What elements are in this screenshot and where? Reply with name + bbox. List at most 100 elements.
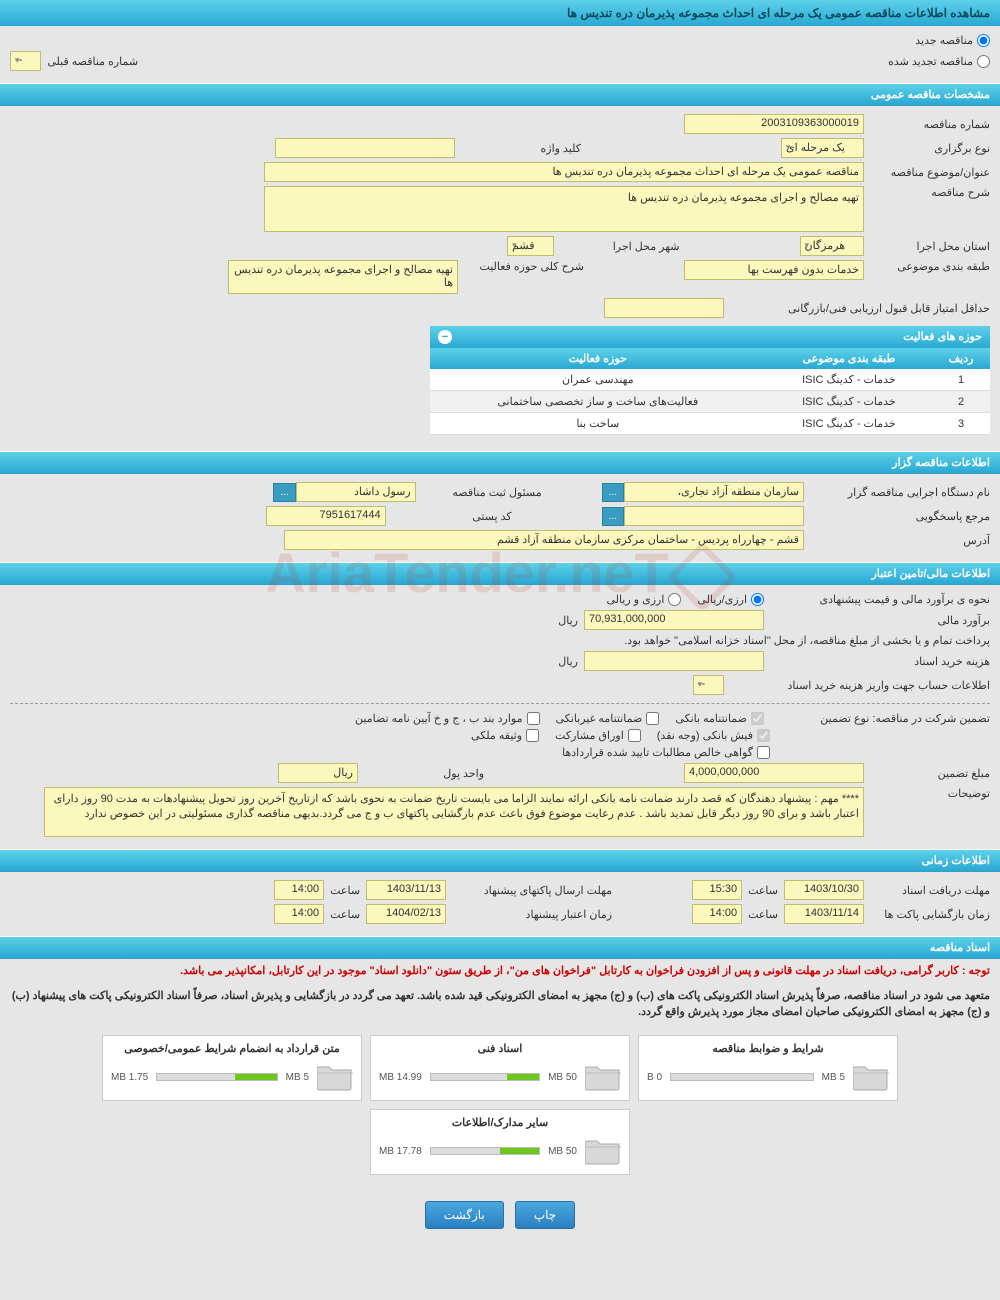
- doc-card[interactable]: اسناد فنی 50 MB 14.99 MB: [370, 1035, 630, 1101]
- doc-cap: 50 MB: [548, 1072, 577, 1083]
- account-label: اطلاعات حساب جهت واریز هزینه خرید اسناد: [730, 679, 990, 692]
- table-cell: فعالیت‌های ساخت و ساز تخصصی ساختمانی: [430, 391, 766, 413]
- address-input[interactable]: قشم - چهارراه پردیس - ساختمان مرکزی سازم…: [284, 530, 804, 550]
- doc-card[interactable]: شرایط و ضوابط مناقصه 5 MB 0 B: [638, 1035, 898, 1101]
- doccost-input[interactable]: [584, 651, 764, 671]
- response-dots-button[interactable]: ...: [602, 507, 624, 526]
- doc-card[interactable]: سایر مدارک/اطلاعات 50 MB 17.78 MB: [370, 1109, 630, 1175]
- doccost-label: هزینه خرید اسناد: [770, 655, 990, 668]
- method-opt1-input[interactable]: [751, 593, 764, 606]
- open-date[interactable]: 1403/11/14: [784, 904, 864, 924]
- method-opt2[interactable]: ارزی و ریالی: [606, 593, 681, 606]
- estimate-input[interactable]: 70,931,000,000: [584, 610, 764, 630]
- hour-3: ساعت: [748, 908, 778, 921]
- province-select[interactable]: هرمزگان: [800, 236, 865, 256]
- receive-time[interactable]: 15:30: [692, 880, 742, 900]
- postal-input[interactable]: 7951617444: [266, 506, 386, 526]
- response-input[interactable]: [624, 506, 804, 526]
- radio-new-tender[interactable]: مناقصه جدید: [915, 34, 990, 47]
- chk-property-label: وثیقه ملکی: [471, 729, 522, 742]
- activity-title-bar: حوزه های فعالیت −: [430, 326, 990, 348]
- folder-icon: [585, 1135, 621, 1168]
- class-input[interactable]: خدمات بدون فهرست بها: [684, 260, 864, 280]
- table-cell: 3: [932, 413, 990, 435]
- chk-bank[interactable]: ضمانتنامه بانکی: [675, 712, 764, 725]
- chk-bank-input[interactable]: [751, 712, 764, 725]
- registrant-input[interactable]: رسول داشاد: [296, 482, 416, 502]
- method-opt1[interactable]: ارزی/ریالی: [697, 593, 764, 606]
- notes-label: توضیحات: [870, 787, 990, 800]
- keyword-input[interactable]: [275, 138, 455, 158]
- exec-input[interactable]: سازمان منطقه آزاد تجاری،: [624, 482, 804, 502]
- chk-cash[interactable]: فیش بانکی (وجه نقد): [657, 729, 770, 742]
- section-general-header: مشخصات مناقصه عمومی: [0, 83, 1000, 106]
- chk-cert-input[interactable]: [757, 746, 770, 759]
- desc-textarea[interactable]: تهیه مصالح و اجرای مجموعه پذیرمان دره تن…: [264, 186, 864, 232]
- province-label: استان محل اجرا: [870, 240, 990, 253]
- chk-clauses-label: موارد بند ب ، ج و خ آیین نامه تضامین: [355, 712, 522, 725]
- page-title: مشاهده اطلاعات مناقصه عمومی یک مرحله ای …: [0, 0, 1000, 26]
- chk-property[interactable]: وثیقه ملکی: [471, 729, 539, 742]
- registrant-dots-button[interactable]: ...: [273, 483, 295, 502]
- radio-new-tender-input[interactable]: [977, 34, 990, 47]
- hour-1: ساعت: [748, 884, 778, 897]
- print-button[interactable]: چاپ: [515, 1201, 575, 1229]
- chk-nonbank[interactable]: ضمانتنامه غیربانکی: [556, 712, 660, 725]
- min-score-input[interactable]: [604, 298, 724, 318]
- radio-renewed-tender-input[interactable]: [977, 55, 990, 68]
- chk-property-input[interactable]: [526, 729, 539, 742]
- progress-bar: [670, 1073, 814, 1081]
- unit-label: واحد پول: [364, 767, 484, 780]
- doc-used: 17.78 MB: [379, 1146, 422, 1157]
- chk-bonds[interactable]: اوراق مشارکت: [555, 729, 641, 742]
- doc-used: 0 B: [647, 1072, 662, 1083]
- min-score-label: حداقل امتیاز قابل قبول ارزیابی فنی/بازرگ…: [730, 302, 990, 315]
- registrant-label: مسئول ثبت مناقصه: [422, 486, 542, 499]
- chk-bonds-label: اوراق مشارکت: [555, 729, 624, 742]
- doc-title: سایر مدارک/اطلاعات: [379, 1116, 621, 1129]
- class-label: طبقه بندی موضوعی: [870, 260, 990, 273]
- button-row: چاپ بازگشت: [0, 1185, 1000, 1245]
- doc-card[interactable]: متن قرارداد به انضمام شرایط عمومی/خصوصی …: [102, 1035, 362, 1101]
- unit-input[interactable]: ریال: [278, 763, 358, 783]
- amount-input[interactable]: 4,000,000,000: [684, 763, 864, 783]
- chk-nonbank-input[interactable]: [646, 712, 659, 725]
- tender-no-input[interactable]: 2003109363000019: [684, 114, 864, 134]
- submit-time[interactable]: 14:00: [274, 880, 324, 900]
- docs-notice-1: توجه : کاربر گرامی، دریافت اسناد در مهلت…: [0, 959, 1000, 984]
- response-label: مرجع پاسخگویی: [810, 510, 990, 523]
- amount-label: مبلغ تضمین: [870, 767, 990, 780]
- chk-cash-input[interactable]: [757, 729, 770, 742]
- subject-input[interactable]: مناقصه عمومی یک مرحله ای احداث مجموعه پذ…: [264, 162, 864, 182]
- notes-textarea[interactable]: **** مهم : پیشنهاد دهندگان که قصد دارند …: [44, 787, 864, 837]
- open-time[interactable]: 14:00: [692, 904, 742, 924]
- tender-no-label: شماره مناقصه: [870, 118, 990, 131]
- scope-input[interactable]: تهیه مصالح و اجرای مجموعه پذیرمان دره تن…: [228, 260, 458, 294]
- tender-mode-block: مناقصه جدید مناقصه تجدید شده شماره مناقص…: [0, 26, 1000, 83]
- folder-icon: [853, 1061, 889, 1094]
- back-button[interactable]: بازگشت: [425, 1201, 504, 1229]
- submit-date[interactable]: 1403/11/13: [366, 880, 446, 900]
- chk-clauses-input[interactable]: [527, 712, 540, 725]
- prev-tender-select[interactable]: --: [10, 51, 41, 71]
- validity-time[interactable]: 14:00: [274, 904, 324, 924]
- type-select[interactable]: یک مرحله ای: [781, 138, 864, 158]
- validity-label: زمان اعتبار پیشنهاد: [452, 908, 612, 921]
- receive-date[interactable]: 1403/10/30: [784, 880, 864, 900]
- chk-bonds-input[interactable]: [628, 729, 641, 742]
- radio-renewed-tender[interactable]: مناقصه تجدید شده: [888, 55, 990, 68]
- account-select[interactable]: --: [693, 675, 724, 695]
- doc-used: 14.99 MB: [379, 1072, 422, 1083]
- exec-dots-button[interactable]: ...: [602, 483, 624, 502]
- city-select[interactable]: قشم: [507, 236, 553, 256]
- general-block: شماره مناقصه 2003109363000019 نوع برگزار…: [0, 106, 1000, 451]
- validity-date[interactable]: 1404/02/13: [366, 904, 446, 924]
- collapse-icon[interactable]: −: [438, 330, 452, 344]
- section-docs-header: اسناد مناقصه: [0, 936, 1000, 959]
- method-label: نحوه ی برآورد مالی و قیمت پیشنهادی: [770, 593, 990, 606]
- method-opt2-input[interactable]: [668, 593, 681, 606]
- radio-renewed-label: مناقصه تجدید شده: [888, 55, 973, 68]
- chk-cert[interactable]: گواهی خالص مطالبات تایید شده قراردادها: [562, 746, 770, 759]
- doc-cap: 5 MB: [822, 1072, 845, 1083]
- chk-clauses[interactable]: موارد بند ب ، ج و خ آیین نامه تضامین: [355, 712, 539, 725]
